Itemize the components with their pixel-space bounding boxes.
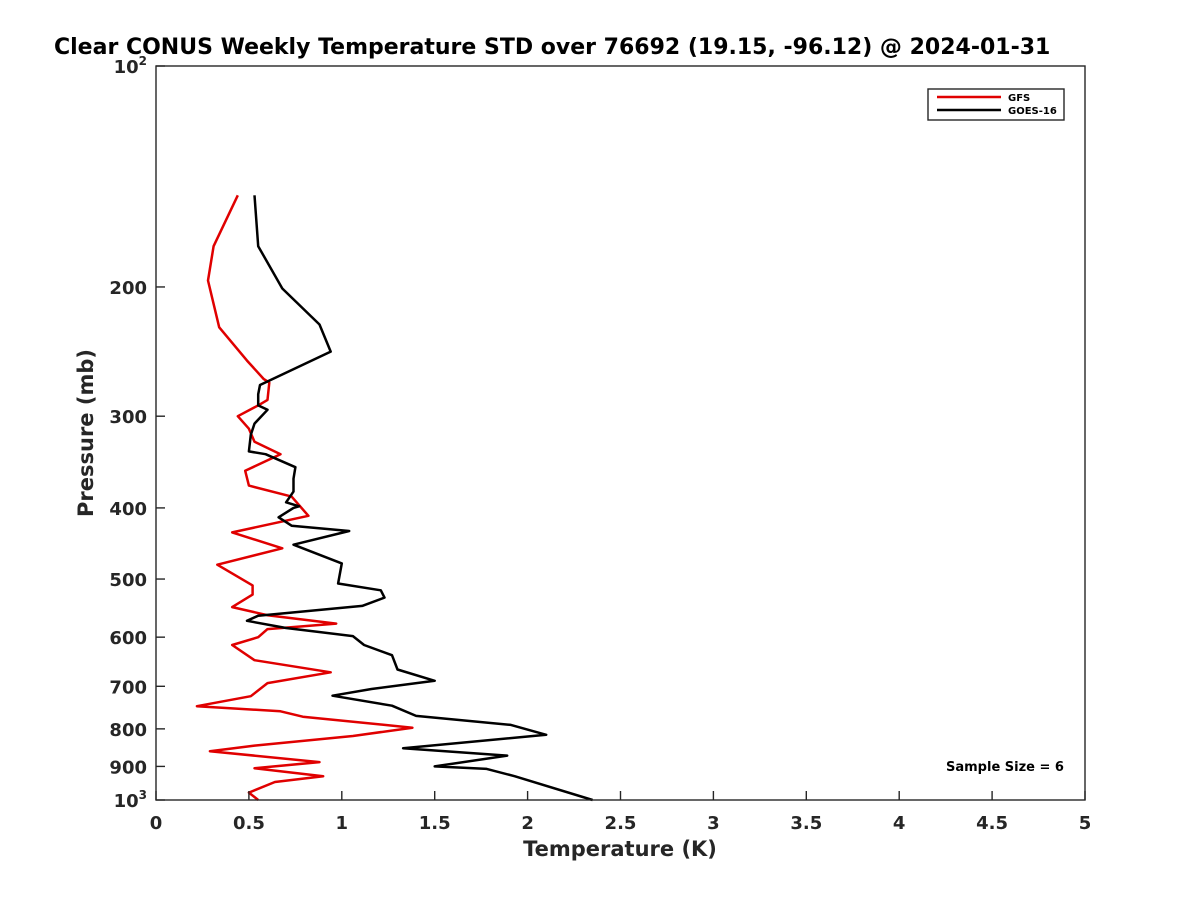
x-tick-label: 1: [336, 813, 349, 834]
x-tick-label: 3: [707, 813, 720, 834]
y-tick-label: 400: [109, 499, 147, 520]
y-tick-label: 700: [109, 677, 147, 698]
series-line-gfs: [195, 194, 414, 801]
y-tick-label: 600: [109, 628, 147, 649]
x-tick-label: 4.5: [976, 813, 1008, 834]
x-tick-label: 0: [150, 813, 163, 834]
legend: GFS GOES-16: [927, 88, 1065, 121]
chart-title: Clear CONUS Weekly Temperature STD over …: [54, 35, 1050, 60]
y-axis: 102 200 300 400 500 600 700 800 900 103: [109, 54, 165, 812]
x-tick-label: 4: [893, 813, 906, 834]
y-axis-label: Pressure (mb): [74, 349, 98, 517]
y-tick-label: 800: [109, 720, 147, 741]
series-line-goes16: [245, 195, 593, 802]
x-tick-label: 1.5: [419, 813, 451, 834]
x-axis-label: Temperature (K): [523, 837, 717, 861]
plot-lines: [195, 194, 593, 802]
legend-label-gfs: GFS: [1008, 93, 1030, 104]
x-tick-label: 2.5: [605, 813, 637, 834]
plot-frame: [155, 65, 1086, 801]
x-tick-label: 0.5: [233, 813, 265, 834]
legend-label-goes16: GOES-16: [1008, 106, 1057, 117]
y-tick-label: 102: [114, 54, 147, 78]
x-tick-label: 5: [1079, 813, 1092, 834]
y-tick-label: 200: [109, 278, 147, 299]
x-axis: 0 0.5 1 1.5 2 2.5 3 3.5 4 4.5 5: [150, 791, 1092, 834]
x-tick-label: 3.5: [790, 813, 822, 834]
x-tick-label: 2: [521, 813, 534, 834]
y-tick-label: 900: [109, 757, 147, 778]
y-tick-label: 103: [114, 788, 147, 812]
y-tick-label: 500: [109, 570, 147, 591]
legend-box: [927, 88, 1065, 121]
y-tick-label: 300: [109, 407, 147, 428]
sample-size-note: Sample Size = 6: [946, 760, 1064, 775]
